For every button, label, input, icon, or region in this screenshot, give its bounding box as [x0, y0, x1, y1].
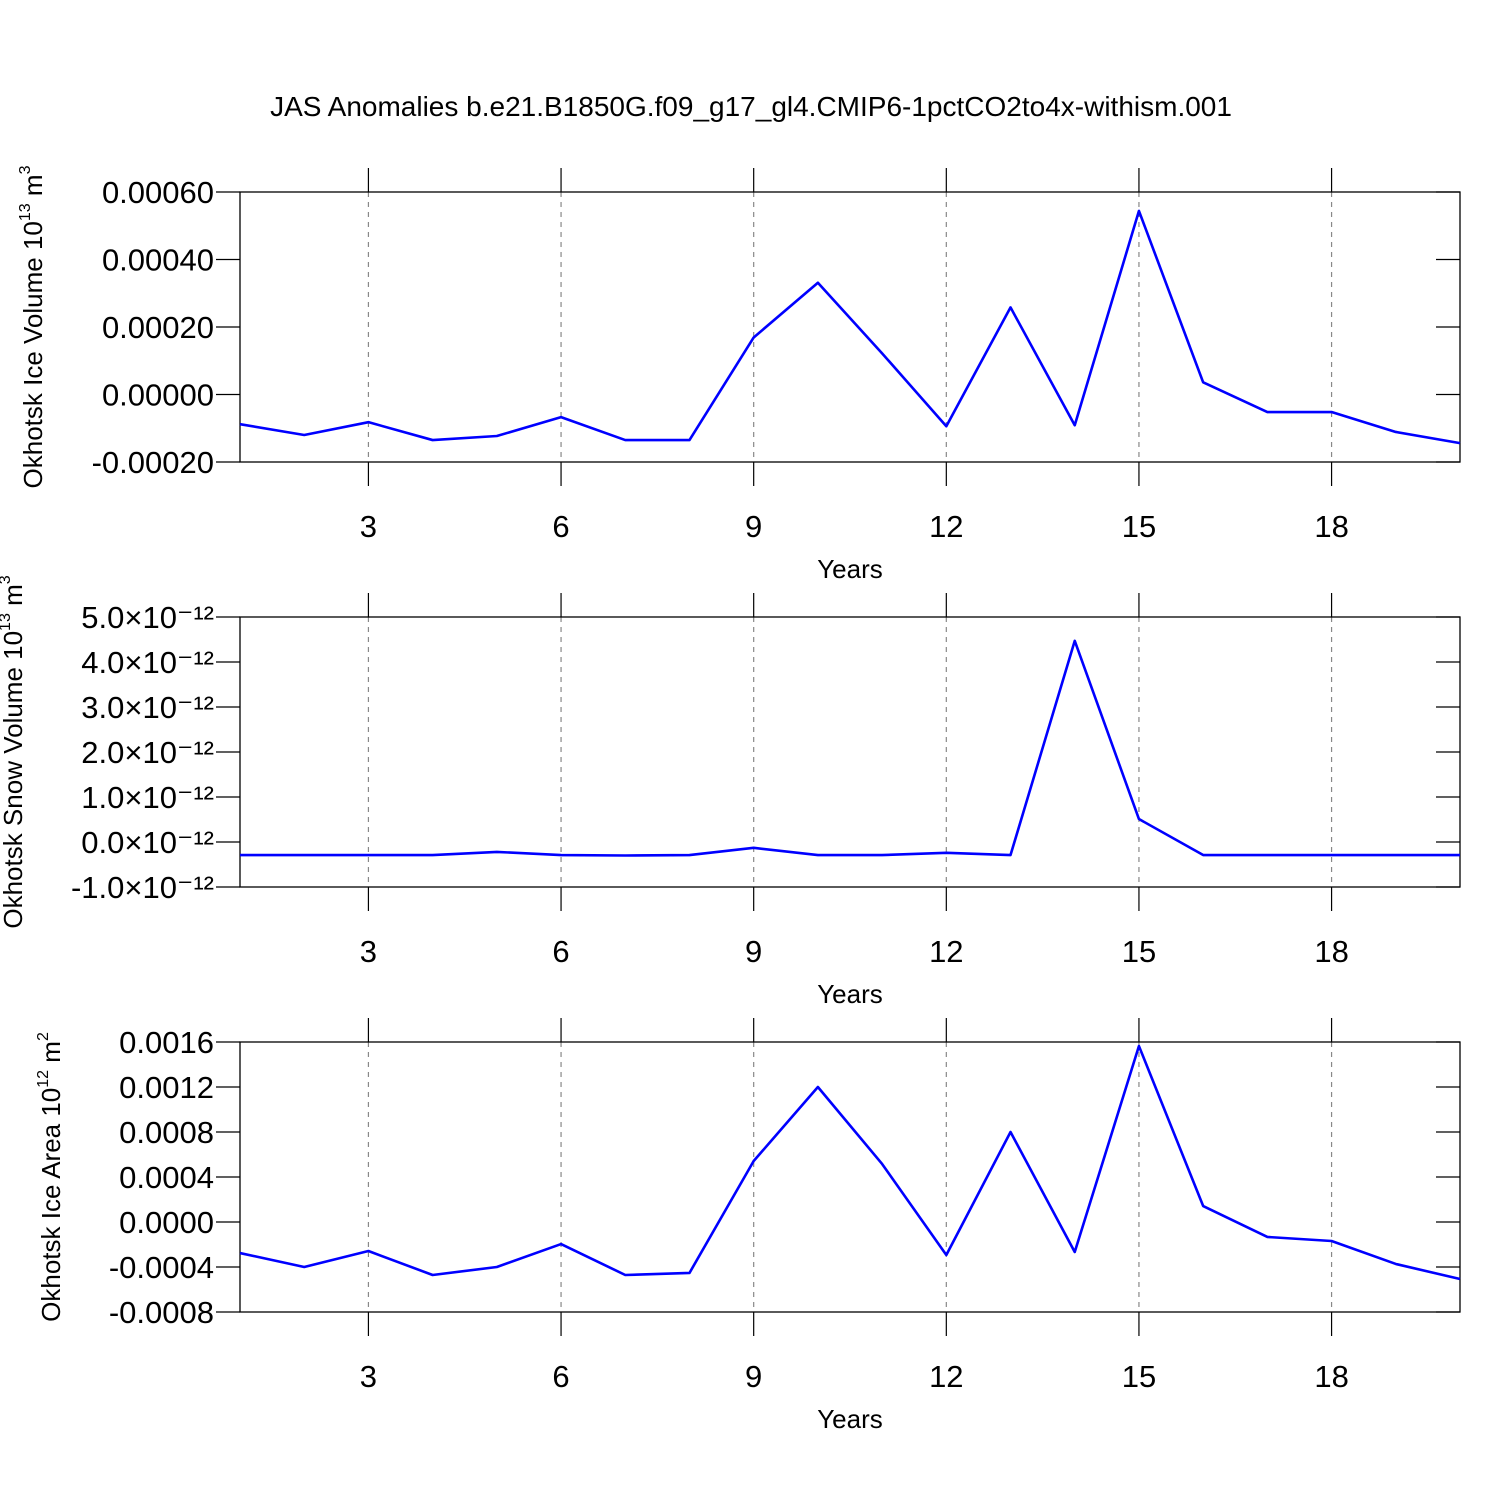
x-tick-label: 9	[745, 509, 762, 544]
y-tick-label: 5.0×10⁻¹²	[81, 600, 214, 635]
y-tick-label: -0.0004	[109, 1250, 214, 1285]
x-tick-label: 3	[360, 1359, 377, 1394]
x-tick-label: 12	[929, 509, 963, 544]
y-tick-label: 0.0016	[119, 1025, 214, 1060]
y-axis-label-part: m	[18, 174, 48, 203]
data-line	[240, 639, 1460, 857]
y-tick-label: 0.0000	[119, 1205, 214, 1240]
x-tick-label: 9	[745, 1359, 762, 1394]
x-tick-label: 12	[929, 934, 963, 969]
y-tick-label: 0.0012	[119, 1070, 214, 1105]
y-axis-label-part: Okhotsk Ice Volume 10	[18, 221, 48, 488]
y-tick-label: -0.0008	[109, 1295, 214, 1330]
y-tick-label: 3.0×10⁻¹²	[81, 690, 214, 725]
y-axis-label-sup: 13	[17, 203, 34, 221]
x-axis-label: Years	[817, 979, 883, 1009]
y-axis-label-sup: 2	[35, 1032, 52, 1041]
y-tick-label: 0.0×10⁻¹²	[81, 825, 214, 860]
y-axis-label: Okhotsk Ice Area 1012 m2	[35, 1032, 66, 1322]
plot-frame	[239, 616, 1461, 888]
x-axis-label: Years	[817, 1404, 883, 1434]
y-axis-label-sup: 3	[17, 165, 34, 174]
y-tick-label: 2.0×10⁻¹²	[81, 735, 214, 770]
x-tick-label: 9	[745, 934, 762, 969]
chart-title: JAS Anomalies b.e21.B1850G.f09_g17_gl4.C…	[270, 91, 1232, 122]
y-tick-label: -0.00020	[92, 445, 214, 480]
y-axis-label-part: m	[0, 584, 28, 613]
x-tick-label: 6	[552, 934, 569, 969]
x-tick-label: 18	[1314, 1359, 1348, 1394]
x-tick-label: 15	[1122, 934, 1156, 969]
x-tick-label: 15	[1122, 509, 1156, 544]
data-line	[239, 1044, 1461, 1281]
x-tick-label: 3	[360, 509, 377, 544]
y-tick-label: 1.0×10⁻¹²	[81, 780, 214, 815]
x-tick-label: 12	[929, 1359, 963, 1394]
y-tick-label: 0.0004	[119, 1160, 214, 1195]
y-tick-label: 0.00060	[102, 175, 214, 210]
data-line	[239, 209, 1461, 445]
y-tick-label: -1.0×10⁻¹²	[71, 870, 214, 905]
x-tick-label: 6	[552, 1359, 569, 1394]
y-axis-label-part: Okhotsk Ice Area 10	[36, 1088, 66, 1322]
y-tick-label: 4.0×10⁻¹²	[81, 645, 214, 680]
y-axis-label: Okhotsk Ice Volume 1013 m3	[17, 165, 48, 488]
x-tick-label: 15	[1122, 1359, 1156, 1394]
y-tick-label: 0.00000	[102, 378, 214, 413]
y-axis-label: Okhotsk Snow Volume 1013 m3	[0, 575, 28, 928]
x-tick-label: 3	[360, 934, 377, 969]
y-tick-label: 0.00020	[102, 310, 214, 345]
y-axis-label-sup: 12	[35, 1070, 52, 1088]
y-axis-label-part: Okhotsk Snow Volume 10	[0, 631, 28, 929]
x-axis-label: Years	[817, 554, 883, 584]
y-tick-label: 0.00040	[102, 243, 214, 278]
y-axis-label-sup: 13	[0, 613, 14, 631]
x-tick-label: 18	[1314, 934, 1348, 969]
x-tick-label: 6	[552, 509, 569, 544]
plot-frame	[239, 1041, 1461, 1313]
y-axis-label-part: m	[36, 1041, 66, 1070]
y-axis-label-sup: 3	[0, 575, 14, 584]
plot-frame	[239, 191, 1461, 463]
y-tick-label: 0.0008	[119, 1115, 214, 1150]
x-tick-label: 18	[1314, 509, 1348, 544]
